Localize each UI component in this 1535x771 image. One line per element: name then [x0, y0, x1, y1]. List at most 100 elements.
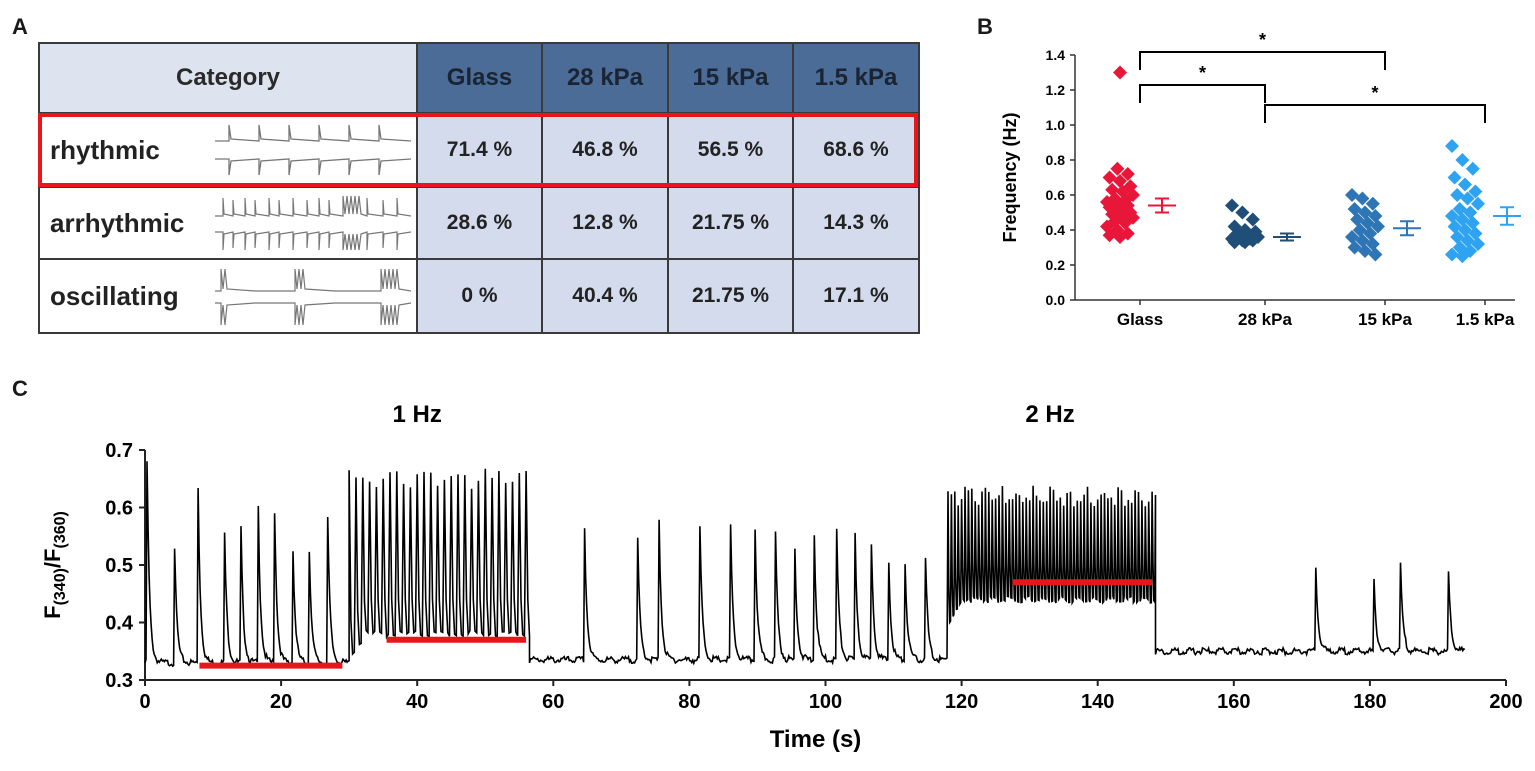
y-axis-title-part: /F	[40, 548, 65, 568]
data-point	[1245, 212, 1260, 227]
x-tick-label: 120	[945, 691, 978, 713]
data-point	[1355, 191, 1370, 206]
row-label: rhythmic	[50, 134, 160, 165]
data-point	[1118, 216, 1133, 230]
y-axis-title: F(340)/F(360)	[40, 511, 69, 619]
data-point	[1365, 196, 1380, 211]
row-label-cell: oscillating	[38, 258, 418, 334]
panel-label-b: B	[977, 14, 993, 39]
value-cell: 21.75 %	[667, 258, 794, 334]
x-tick-label: 40	[406, 691, 428, 713]
x-tick-label: Glass	[1117, 310, 1163, 329]
data-point	[1238, 235, 1252, 250]
x-tick-label: 20	[270, 691, 292, 713]
x-tick-label: 100	[809, 691, 842, 713]
table-header-row: Category Glass 28 kPa 15 kPa 1.5 kPa	[38, 42, 920, 114]
data-point	[1465, 161, 1480, 176]
category-header: Category	[38, 42, 418, 114]
data-point	[1465, 216, 1480, 230]
data-point	[1102, 228, 1117, 243]
category-table: Category Glass 28 kPa 15 kPa 1.5 kPa rhy…	[38, 42, 920, 334]
panel-label-a: A	[12, 14, 28, 39]
y-axis-title: Frequency (Hz)	[1000, 112, 1020, 242]
col-header-15kpa: 15 kPa	[667, 42, 794, 114]
panel-label-c: C	[12, 376, 28, 401]
row-label: oscillating	[50, 280, 179, 311]
value-cell: 17.1 %	[792, 258, 920, 334]
rhythmic-row-highlight	[38, 113, 918, 187]
data-point	[1363, 226, 1378, 241]
y-tick-label: 0.4	[105, 613, 134, 635]
x-axis-title: Time (s)	[770, 726, 862, 753]
y-tick-label: 0.5	[105, 555, 133, 577]
significance-star: *	[1259, 30, 1266, 50]
y-tick-label: 0.4	[1046, 222, 1066, 238]
rhythmic-trace-icon	[215, 124, 411, 176]
data-point	[1460, 191, 1475, 206]
value-cell: 56.5 %	[667, 112, 794, 188]
table-row-arrhythmic: arrhythmic 28.6 % 12.8 % 21.75 % 14.3 %	[38, 186, 920, 260]
data-point	[1455, 249, 1470, 264]
y-axis-title-part: F	[40, 605, 65, 618]
data-point	[1235, 205, 1250, 220]
stimulation-label: 2 Hz	[1025, 401, 1074, 428]
data-point	[1468, 226, 1483, 241]
significance-star: *	[1199, 63, 1206, 83]
data-point	[1120, 167, 1135, 181]
data-point	[1113, 174, 1127, 188]
col-header-28kpa: 28 kPa	[541, 42, 669, 114]
x-tick-label: 1.5 kPa	[1456, 310, 1515, 329]
data-point	[1471, 196, 1485, 211]
data-point	[1110, 161, 1125, 176]
oscillating-trace-icon	[215, 268, 411, 326]
x-tick-label: 28 kPa	[1238, 310, 1292, 329]
col-header-1-5kpa: 1.5 kPa	[792, 42, 920, 114]
row-label-cell: rhythmic	[38, 112, 418, 188]
x-tick-label: 140	[1081, 691, 1114, 713]
ratio-trace	[144, 461, 1466, 668]
arrhythmic-trace-icon	[215, 195, 411, 251]
table-row-oscillating: oscillating 0 % 40.4 % 21.75 % 17.1 %	[38, 258, 920, 334]
y-axis-title-sub: (360)	[52, 511, 69, 548]
data-point	[1113, 230, 1127, 244]
data-point	[1447, 170, 1462, 185]
significance-bracket	[1139, 84, 1266, 103]
significance-bracket	[1139, 51, 1386, 70]
x-tick-label: 80	[678, 691, 700, 713]
value-cell: 68.6 %	[792, 112, 920, 188]
value-cell: 71.4 %	[416, 112, 543, 188]
value-cell: 28.6 %	[416, 186, 543, 260]
y-tick-label: 0.2	[1046, 257, 1066, 273]
y-tick-label: 1.2	[1046, 82, 1066, 98]
data-point	[1471, 237, 1485, 251]
y-tick-label: 0.7	[105, 440, 133, 462]
y-tick-label: 1.4	[1046, 47, 1066, 63]
significance-bracket	[1264, 104, 1486, 123]
significance-star: *	[1371, 83, 1378, 103]
value-cell: 21.75 %	[667, 186, 794, 260]
data-point	[1365, 237, 1380, 251]
x-tick-label: 200	[1489, 691, 1522, 713]
value-cell: 0 %	[416, 258, 543, 334]
y-tick-label: 0.6	[105, 498, 133, 520]
y-tick-label: 0.8	[1046, 152, 1066, 168]
data-point	[1371, 219, 1385, 234]
y-axis-title-sub: (340)	[52, 568, 69, 605]
x-tick-label: 60	[542, 691, 564, 713]
y-tick-label: 1.0	[1046, 117, 1066, 133]
y-tick-label: 0.3	[105, 670, 133, 692]
value-cell: 14.3 %	[792, 186, 920, 260]
row-label-cell: arrhythmic	[38, 186, 418, 260]
frequency-scatter-chart: 0.0 0.2 0.4 0.6 0.8 1.0 1.2 1.4 Frequency (Hz) Gl…	[1000, 30, 1521, 329]
x-tick-label: 160	[1217, 691, 1250, 713]
col-header-glass: Glass	[416, 42, 543, 114]
data-point	[1445, 247, 1459, 262]
y-tick-label: 0.6	[1046, 187, 1066, 203]
data-point	[1368, 209, 1383, 223]
data-point	[1368, 247, 1383, 262]
row-label: arrhythmic	[50, 207, 185, 238]
data-point	[1455, 153, 1470, 167]
value-cell: 46.8 %	[541, 112, 669, 188]
data-point	[1445, 139, 1459, 153]
data-point	[1113, 65, 1127, 80]
